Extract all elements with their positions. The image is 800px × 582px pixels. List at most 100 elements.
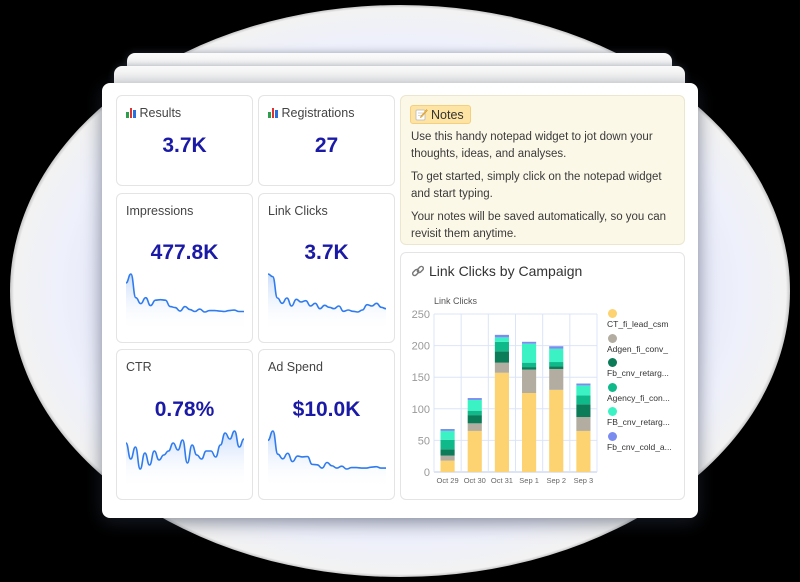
svg-text:150: 150	[412, 372, 430, 384]
kpi-value: 27	[314, 134, 339, 157]
legend-swatch	[608, 309, 617, 318]
legend-label: FB_cnv_retarg...	[607, 417, 670, 427]
bar-segment[interactable]	[522, 367, 537, 370]
bar-segment[interactable]	[522, 341, 537, 344]
sparkline-ctr	[126, 430, 244, 489]
bar-chart-icon	[268, 108, 278, 118]
kpi-card-ctr[interactable]: CTR 0.78%	[116, 349, 253, 500]
svg-text:Oct 30: Oct 30	[464, 476, 486, 485]
bar-segment[interactable]	[576, 417, 591, 431]
notes-paragraph: To get started, simply click on the note…	[411, 171, 662, 200]
bar-segment[interactable]	[549, 348, 564, 363]
kpi-label: Registrations	[268, 106, 354, 120]
bar-segment[interactable]	[467, 415, 482, 424]
notes-tag-label: Notes	[431, 107, 464, 122]
chart-title: Link Clicks by Campaign	[411, 263, 582, 279]
legend-swatch	[608, 431, 617, 441]
notes-paragraph: Your notes will be saved automatically, …	[411, 211, 667, 240]
svg-text:Sep 2: Sep 2	[546, 476, 566, 485]
bar-segment[interactable]	[576, 404, 591, 418]
svg-text:Link Clicks: Link Clicks	[434, 296, 478, 306]
notes-paragraph: Use this handy notepad widget to jot dow…	[411, 131, 653, 160]
legend-label: Adgen_fi_conv_	[607, 343, 668, 354]
chart-title-text: Link Clicks by Campaign	[429, 263, 583, 279]
bar-segment[interactable]	[467, 430, 482, 472]
bar-segment[interactable]	[494, 337, 509, 342]
bar-segment[interactable]	[549, 368, 564, 390]
link-icon	[411, 265, 425, 277]
bar-segment[interactable]	[576, 395, 591, 405]
legend-label: Fb_cnv_retarg...	[607, 368, 669, 378]
svg-text:Sep 3: Sep 3	[574, 476, 594, 485]
bar-segment[interactable]	[494, 341, 509, 352]
bar-segment[interactable]	[494, 334, 509, 338]
bar-segment[interactable]	[440, 449, 455, 456]
legend-item[interactable]: Fb_cnv_retarg...	[607, 358, 672, 383]
notes-widget[interactable]: Notes Use this handy notepad widget to j…	[400, 95, 685, 245]
kpi-value: 477.8K	[150, 241, 219, 264]
legend-swatch	[608, 382, 617, 392]
kpi-label-text: Results	[139, 106, 182, 120]
bar-segment[interactable]	[522, 343, 537, 363]
svg-text:250: 250	[412, 309, 430, 321]
bar-segment[interactable]	[467, 423, 482, 431]
bar-segment[interactable]	[494, 362, 509, 373]
kpi-label-text: Registrations	[281, 106, 355, 120]
bar-segment[interactable]	[549, 346, 564, 349]
kpi-value: 3.7K	[304, 241, 349, 264]
bar-segment[interactable]	[467, 398, 482, 400]
bar-segment[interactable]	[549, 366, 564, 369]
bar-segment[interactable]	[522, 393, 537, 472]
chart-legend: CT_fi_lead_csm Adgen_fi_conv_ Fb_cnv_retar…	[607, 309, 672, 456]
bar-segment[interactable]	[440, 429, 455, 431]
bar-segment[interactable]	[576, 383, 591, 386]
bar-segment[interactable]	[440, 455, 455, 461]
bar-segment[interactable]	[494, 351, 509, 363]
legend-swatch	[608, 358, 617, 367]
legend-label: Fb_cnv_cold_a...	[607, 441, 672, 452]
bar-chart-icon	[126, 108, 136, 118]
link-clicks-by-campaign-card[interactable]: Link Clicks by Campaign Link Clicks 0 50 10…	[400, 252, 685, 500]
kpi-value: 0.78%	[154, 398, 215, 421]
sparkline-impressions	[126, 273, 244, 332]
bar-segment[interactable]	[467, 410, 482, 416]
kpi-card-registrations[interactable]: Registrations 27	[258, 95, 395, 186]
bar-segment[interactable]	[494, 372, 509, 472]
kpi-label: Impressions	[126, 204, 194, 218]
bar-segment[interactable]	[522, 369, 537, 393]
kpi-label: Results	[126, 106, 181, 120]
svg-text:200: 200	[412, 341, 430, 353]
kpi-card-link-clicks[interactable]: Link Clicks 3.7K	[258, 193, 395, 343]
bar-segment[interactable]	[576, 430, 591, 472]
legend-item[interactable]: Adgen_fi_conv_	[607, 333, 672, 359]
kpi-card-impressions[interactable]: Impressions 477.8K	[116, 193, 253, 343]
kpi-value: $10.0K	[292, 398, 361, 421]
legend-item[interactable]: FB_cnv_retarg...	[607, 407, 672, 432]
legend-item[interactable]: Fb_cnv_cold_a...	[607, 431, 672, 457]
legend-label: Agency_fi_con...	[607, 392, 670, 403]
bar-segment[interactable]	[467, 399, 482, 411]
notes-tag: Notes	[410, 105, 471, 124]
bar-segment[interactable]	[440, 430, 455, 440]
kpi-card-ad-spend[interactable]: Ad Spend $10.0K	[258, 349, 395, 500]
svg-text:0: 0	[424, 467, 430, 479]
svg-text:Oct 31: Oct 31	[491, 476, 513, 485]
legend-swatch	[608, 407, 617, 416]
svg-text:Sep 1: Sep 1	[519, 476, 539, 485]
kpi-value: 3.7K	[162, 134, 207, 157]
legend-label: CT_fi_lead_csm	[607, 319, 669, 329]
svg-text:50: 50	[418, 435, 430, 447]
legend-item[interactable]: Agency_fi_con...	[607, 382, 672, 408]
svg-text:Oct 29: Oct 29	[437, 476, 459, 485]
bar-segment[interactable]	[549, 389, 564, 472]
legend-swatch	[608, 333, 617, 343]
memo-icon	[415, 109, 428, 121]
bar-segment[interactable]	[440, 439, 455, 450]
bar-segment[interactable]	[549, 362, 564, 367]
bar-segment[interactable]	[522, 362, 537, 368]
bar-segment[interactable]	[576, 385, 591, 396]
kpi-card-results[interactable]: Results 3.7K	[116, 95, 253, 186]
kpi-label: Ad Spend	[268, 360, 323, 374]
legend-item[interactable]: CT_fi_lead_csm	[607, 309, 672, 334]
bar-segment[interactable]	[440, 460, 455, 472]
